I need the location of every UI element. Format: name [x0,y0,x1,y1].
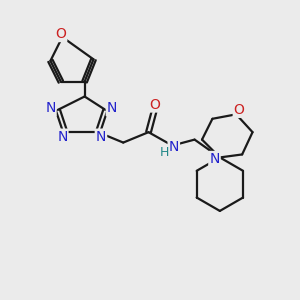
Text: N: N [45,101,56,116]
Text: N: N [96,130,106,144]
Text: O: O [149,98,160,112]
Text: N: N [169,140,179,154]
Text: N: N [57,130,68,144]
Text: O: O [234,103,244,117]
Text: H: H [159,146,169,159]
Text: N: N [107,101,117,116]
Text: N: N [209,152,220,166]
Text: O: O [56,27,66,41]
